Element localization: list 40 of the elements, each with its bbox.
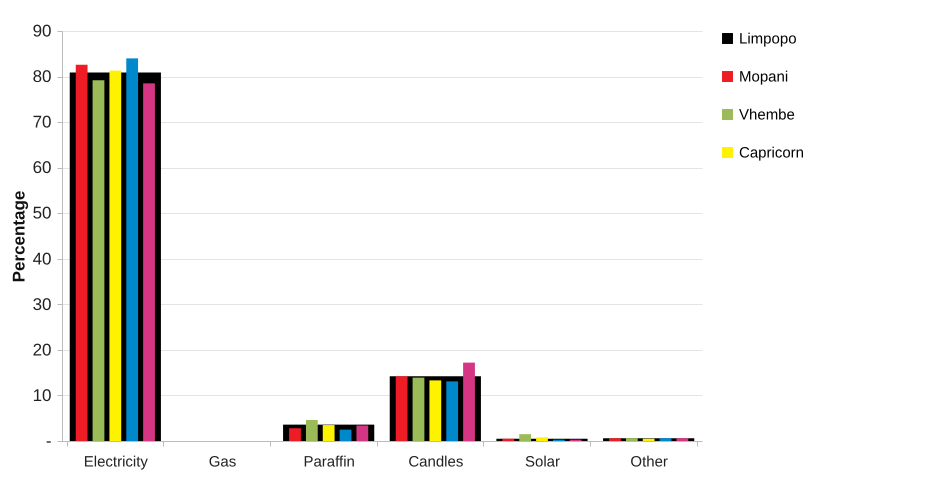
bar — [322, 425, 335, 441]
legend-label: Mopani — [739, 68, 788, 86]
bar — [429, 380, 442, 441]
bar — [143, 83, 155, 441]
x-tick-label: Candles — [408, 454, 464, 470]
bar — [356, 426, 368, 441]
x-tick-label: Electricity — [84, 454, 148, 470]
y-tick-label: - — [46, 432, 52, 450]
legend-label: Limpopo — [739, 30, 797, 48]
y-tick-label: 50 — [32, 204, 52, 223]
y-tick-label: 70 — [32, 112, 52, 132]
legend-label: Capricorn — [739, 144, 804, 162]
x-tick-label: Solar — [524, 454, 560, 470]
bar — [519, 434, 532, 441]
bar — [412, 378, 424, 441]
y-tick-label: 40 — [32, 249, 52, 268]
bar — [536, 437, 548, 441]
x-tick-label: Gas — [208, 454, 236, 470]
x-tick-label: Other — [630, 454, 668, 470]
legend-label: Vhembe — [739, 106, 795, 124]
bar — [126, 58, 138, 441]
y-tick-label: 20 — [32, 340, 52, 360]
y-tick-label: 90 — [32, 22, 52, 40]
y-tick-label: 10 — [32, 386, 52, 405]
y-tick-label: 30 — [32, 294, 52, 314]
bar — [306, 420, 318, 441]
bar — [109, 70, 122, 441]
bar — [396, 376, 408, 441]
bar — [660, 438, 672, 441]
bar — [340, 430, 352, 441]
y-tick-label: 60 — [32, 158, 52, 178]
y-axis-title: Percentage — [10, 190, 29, 282]
bar — [289, 428, 301, 441]
x-tick-label: Paraffin — [303, 454, 355, 470]
bar — [609, 438, 621, 441]
bar — [92, 80, 104, 441]
bar — [76, 64, 88, 441]
bar — [446, 381, 458, 441]
bar — [463, 362, 475, 441]
y-tick-label: 80 — [32, 67, 52, 86]
